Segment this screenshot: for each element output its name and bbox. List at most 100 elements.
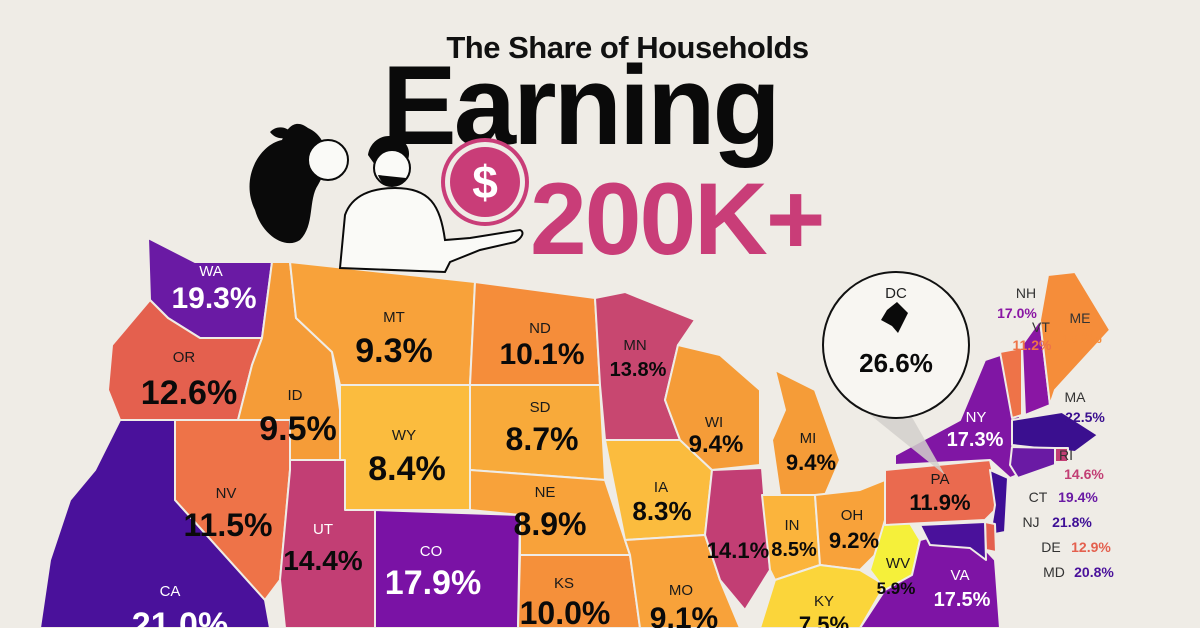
state-shape-IL[interactable] (704, 467, 771, 611)
state-shape-MD[interactable] (919, 521, 987, 561)
state-code-IN: IN (785, 517, 800, 534)
state-value-PA: 11.9% (909, 490, 970, 515)
state-value-RI: 14.6% (1064, 466, 1104, 482)
state-code-WY: WY (392, 427, 416, 444)
state-value-KS: 10.0% (520, 595, 611, 628)
dc-callout: DC 26.6% (822, 271, 970, 475)
state-code-CT: CT (1029, 489, 1048, 505)
title-earning: Earning (382, 43, 781, 168)
dollar-symbol: $ (472, 156, 498, 208)
state-value-ME: 10.3% (1062, 330, 1102, 346)
state-code-WI: WI (705, 414, 723, 431)
state-code-RI: RI (1059, 447, 1073, 463)
state-value-NE: 8.9% (514, 506, 587, 542)
state-code-IA: IA (654, 479, 668, 496)
state-value-MA: 22.5% (1065, 409, 1105, 425)
state-value-OH: 9.2% (829, 528, 879, 553)
state-value-WI: 9.4% (689, 431, 744, 458)
state-code-ND: ND (529, 320, 551, 337)
state-value-MO: 9.1% (650, 602, 718, 628)
woman-bun (270, 127, 292, 139)
state-code-CO: CO (420, 543, 443, 560)
woman-head (307, 139, 349, 181)
state-value-SD: 8.7% (506, 421, 579, 457)
state-code-KS: KS (554, 575, 574, 592)
state-value-CA: 21.0% (132, 606, 228, 628)
state-code-MI: MI (800, 430, 817, 447)
state-shape-NJ[interactable] (989, 469, 1009, 536)
state-value-ID: 9.5% (259, 410, 337, 448)
state-code-ID: ID (288, 387, 303, 404)
title-amount: 200K+ (530, 162, 825, 276)
state-code-VA: VA (951, 567, 970, 584)
state-code-DE: DE (1041, 539, 1060, 555)
state-shape-CO[interactable] (374, 509, 521, 628)
state-value-MI: 9.4% (786, 450, 836, 475)
state-code-NY: NY (966, 409, 987, 426)
state-code-NV: NV (216, 485, 237, 502)
man-beard (378, 175, 406, 187)
state-code-OR: OR (173, 349, 196, 366)
state-code-UT: UT (313, 521, 333, 538)
dc-callout-code: DC (885, 285, 907, 302)
state-shape-MA[interactable] (1011, 411, 1099, 453)
state-shape-KS[interactable] (517, 554, 641, 628)
state-value-KY: 7.5% (799, 612, 849, 628)
state-labels: WA 19.3% OR 12.6% CA 21.0% NV 11.5% ID 9… (132, 263, 1004, 628)
state-code-SD: SD (530, 399, 551, 416)
state-value-UT: 14.4% (283, 545, 362, 576)
state-code-MA: MA (1065, 389, 1087, 405)
state-value-IL: 14.1% (707, 538, 769, 563)
dc-shape (881, 302, 908, 333)
state-value-MD: 20.8% (1074, 564, 1114, 580)
state-code-OH: OH (841, 507, 864, 524)
state-code-WA: WA (199, 263, 223, 280)
state-code-CA: CA (160, 583, 181, 600)
northeast-labels: NH 17.0% VT 11.2% ME 10.3% MA 22.5% RI 1… (997, 285, 1114, 580)
state-code-KY: KY (814, 593, 834, 610)
woman-hair (249, 123, 327, 244)
dc-callout-circle (822, 271, 970, 419)
state-code-MN: MN (623, 337, 646, 354)
state-value-WY: 8.4% (368, 450, 446, 488)
subtitle: The Share of Households (446, 30, 809, 65)
state-code-MO: MO (669, 582, 693, 599)
people-illustration (249, 123, 524, 274)
state-shapes (39, 237, 1111, 628)
dc-callout-value: 26.6% (859, 348, 933, 378)
state-value-WV: 5.9% (877, 579, 916, 598)
state-shape-UT[interactable] (279, 459, 376, 628)
state-value-NJ: 21.8% (1052, 514, 1092, 530)
man-body (338, 186, 524, 274)
state-value-VA: 17.5% (934, 589, 991, 611)
state-value-NV: 11.5% (184, 507, 273, 543)
state-value-CO: 17.9% (385, 564, 481, 602)
state-value-IA: 8.3% (632, 496, 691, 526)
state-value-ND: 10.1% (499, 338, 584, 371)
state-shape-ME[interactable] (1039, 271, 1111, 406)
state-value-MN: 13.8% (610, 359, 667, 381)
state-value-CT: 19.4% (1058, 489, 1098, 505)
state-code-NE: NE (535, 484, 556, 501)
state-code-PA: PA (931, 471, 950, 488)
state-value-MT: 9.3% (355, 332, 433, 370)
state-code-MD: MD (1043, 564, 1065, 580)
state-value-DE: 12.9% (1071, 539, 1111, 555)
state-value-NY: 17.3% (947, 429, 1004, 451)
state-code-MT: MT (383, 309, 405, 326)
state-code-WV: WV (886, 555, 910, 572)
state-code-NJ: NJ (1022, 514, 1039, 530)
state-shape-WY[interactable] (339, 384, 471, 511)
dc-callout-pointer (858, 405, 945, 475)
state-code-VT: VT (1032, 319, 1050, 335)
state-shape-CT[interactable] (1009, 446, 1056, 479)
dollar-coin-icon: $ (450, 147, 520, 217)
state-shape-WI[interactable] (664, 344, 761, 471)
state-code-NH: NH (1016, 285, 1036, 301)
state-value-VT: 11.2% (1013, 337, 1052, 353)
state-shape-VT[interactable] (999, 347, 1023, 419)
state-value-IN: 8.5% (771, 539, 817, 561)
state-code-ME: ME (1070, 310, 1091, 326)
